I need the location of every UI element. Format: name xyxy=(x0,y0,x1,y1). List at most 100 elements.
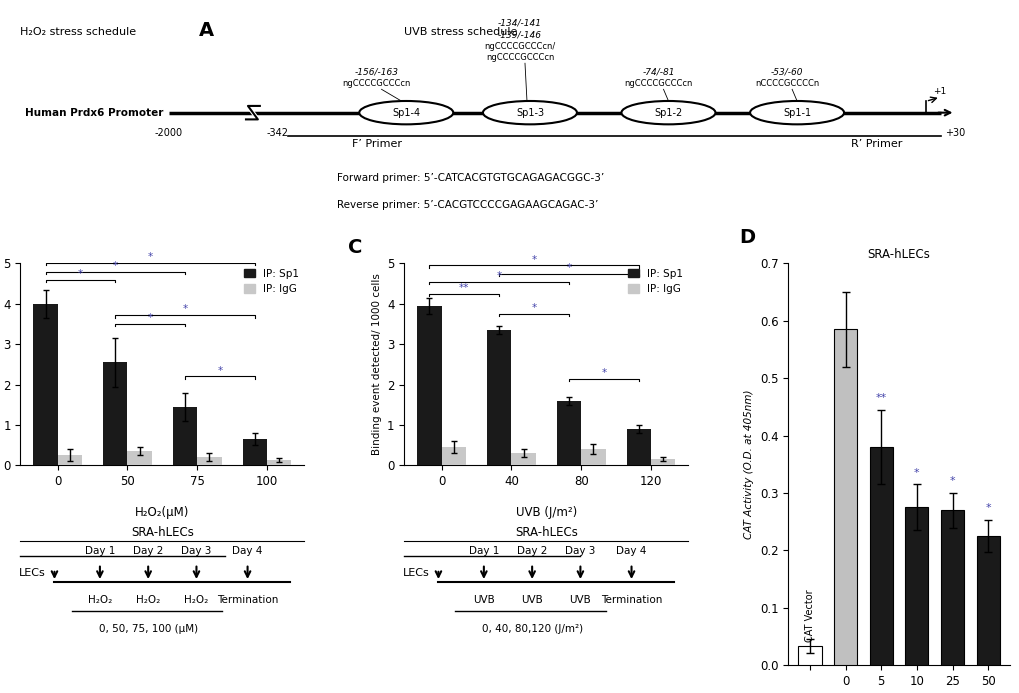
Text: -74/-81: -74/-81 xyxy=(642,67,675,76)
Text: -342: -342 xyxy=(266,128,288,139)
Text: 0, 50, 75, 100 (μM): 0, 50, 75, 100 (μM) xyxy=(99,624,198,633)
Text: *: * xyxy=(496,271,501,281)
Text: *: * xyxy=(531,303,536,313)
Text: CAT Vector: CAT Vector xyxy=(804,590,814,642)
Text: -156/-163: -156/-163 xyxy=(355,67,398,76)
Text: Day 2: Day 2 xyxy=(517,546,547,556)
Text: -2000: -2000 xyxy=(155,128,182,139)
Bar xyxy=(172,407,197,465)
Text: *: * xyxy=(148,252,153,262)
Text: Forward primer: 5’-CATCACGTGTGCAGAGACGGC-3’: Forward primer: 5’-CATCACGTGTGCAGAGACGGC… xyxy=(336,173,603,183)
Bar xyxy=(798,647,820,665)
Text: -139/-146: -139/-146 xyxy=(497,30,541,40)
Text: UVB: UVB xyxy=(569,595,591,605)
Text: LECs: LECs xyxy=(403,568,429,578)
Text: **: ** xyxy=(459,283,469,293)
Text: Day 2: Day 2 xyxy=(132,546,163,556)
Bar xyxy=(905,507,927,665)
Bar xyxy=(127,451,152,465)
Bar xyxy=(581,449,605,465)
Text: *: * xyxy=(531,254,536,265)
Text: ngCCCCGCCCcn/: ngCCCCGCCCcn/ xyxy=(484,42,555,51)
Text: -134/-141: -134/-141 xyxy=(497,18,541,27)
Y-axis label: CAT Activity (O.D. at 405nm): CAT Activity (O.D. at 405nm) xyxy=(744,389,754,539)
Text: *: * xyxy=(600,368,606,378)
Text: Day 4: Day 4 xyxy=(615,546,646,556)
Text: SRA-hLECs: SRA-hLECs xyxy=(130,526,194,539)
Text: ngCCCCGCCCcn: ngCCCCGCCCcn xyxy=(624,79,692,88)
Ellipse shape xyxy=(749,101,844,124)
Text: Day 3: Day 3 xyxy=(565,546,595,556)
Text: Day 1: Day 1 xyxy=(85,546,115,556)
Text: H₂O₂ stress schedule: H₂O₂ stress schedule xyxy=(20,27,137,37)
Bar xyxy=(834,329,856,665)
Text: *: * xyxy=(913,468,919,477)
Text: Sp1-3: Sp1-3 xyxy=(516,107,543,118)
Text: Sp1-2: Sp1-2 xyxy=(654,107,682,118)
Text: *: * xyxy=(112,261,118,271)
Text: Sp1-1: Sp1-1 xyxy=(783,107,810,118)
Text: LECs: LECs xyxy=(19,568,46,578)
Text: nCCCCGCCCCn: nCCCCGCCCCn xyxy=(754,79,818,88)
Text: ngCCCCGCCCcn: ngCCCCGCCCcn xyxy=(342,79,411,88)
Bar xyxy=(626,429,650,465)
Y-axis label: Binding event detected/ 1000 cells: Binding event detected/ 1000 cells xyxy=(371,274,381,455)
Text: D: D xyxy=(739,229,755,247)
Text: **: ** xyxy=(874,393,886,403)
Bar xyxy=(975,536,999,665)
Text: *: * xyxy=(566,263,571,273)
Bar xyxy=(441,447,466,465)
Text: 0, 40, 80,120 (J/m²): 0, 40, 80,120 (J/m²) xyxy=(481,624,582,633)
Legend: IP: Sp1, IP: IgG: IP: Sp1, IP: IgG xyxy=(245,269,299,294)
Text: *: * xyxy=(77,269,83,279)
Bar xyxy=(267,460,291,465)
Bar xyxy=(58,455,83,465)
Text: R’ Primer: R’ Primer xyxy=(850,139,901,149)
Text: UVB: UVB xyxy=(473,595,494,605)
Title: SRA-hLECs: SRA-hLECs xyxy=(867,248,929,261)
Text: UVB: UVB xyxy=(521,595,542,605)
Text: Sp1-4: Sp1-4 xyxy=(392,107,420,118)
Text: UVB stress schedule: UVB stress schedule xyxy=(404,27,518,37)
Text: H₂O₂: H₂O₂ xyxy=(184,595,208,605)
Bar xyxy=(511,453,535,465)
Text: *: * xyxy=(949,476,955,486)
Text: C: C xyxy=(347,238,362,257)
Text: A: A xyxy=(199,21,213,40)
Ellipse shape xyxy=(482,101,577,124)
Text: H₂O₂: H₂O₂ xyxy=(88,595,112,605)
Text: +30: +30 xyxy=(945,128,965,139)
Bar xyxy=(34,304,58,465)
Legend: IP: Sp1, IP: IgG: IP: Sp1, IP: IgG xyxy=(628,269,683,294)
Bar xyxy=(417,306,441,465)
Bar xyxy=(869,447,892,665)
Ellipse shape xyxy=(359,101,452,124)
Text: *: * xyxy=(148,313,153,323)
Text: Day 3: Day 3 xyxy=(181,546,211,556)
Ellipse shape xyxy=(621,101,714,124)
Text: +1: +1 xyxy=(931,87,945,96)
Text: *: * xyxy=(182,304,187,315)
Text: F’ Primer: F’ Primer xyxy=(352,139,401,149)
Text: *: * xyxy=(984,503,990,513)
Text: H₂O₂(μM): H₂O₂(μM) xyxy=(136,506,190,518)
Text: *: * xyxy=(217,366,222,376)
Text: Day 1: Day 1 xyxy=(468,546,498,556)
Text: UVB (J/m²): UVB (J/m²) xyxy=(516,506,577,518)
Text: H₂O₂: H₂O₂ xyxy=(136,595,160,605)
Text: Termination: Termination xyxy=(600,595,661,605)
Bar xyxy=(103,362,127,465)
Text: SRA-hLECs: SRA-hLECs xyxy=(515,526,577,539)
Text: Termination: Termination xyxy=(217,595,278,605)
Bar xyxy=(197,457,221,465)
Bar xyxy=(940,510,963,665)
Text: -53/-60: -53/-60 xyxy=(770,67,803,76)
Bar xyxy=(650,459,675,465)
Text: Reverse primer: 5’-CACGTCCCCGAGAAGCAGAC-3’: Reverse primer: 5’-CACGTCCCCGAGAAGCAGAC-… xyxy=(336,200,598,210)
Bar xyxy=(243,439,267,465)
Bar xyxy=(556,401,581,465)
Text: ngCCCCGCCCcn: ngCCCCGCCCcn xyxy=(485,53,553,62)
Text: Human Prdx6 Promoter: Human Prdx6 Promoter xyxy=(25,107,164,118)
Text: Day 4: Day 4 xyxy=(232,546,263,556)
Bar xyxy=(486,330,511,465)
